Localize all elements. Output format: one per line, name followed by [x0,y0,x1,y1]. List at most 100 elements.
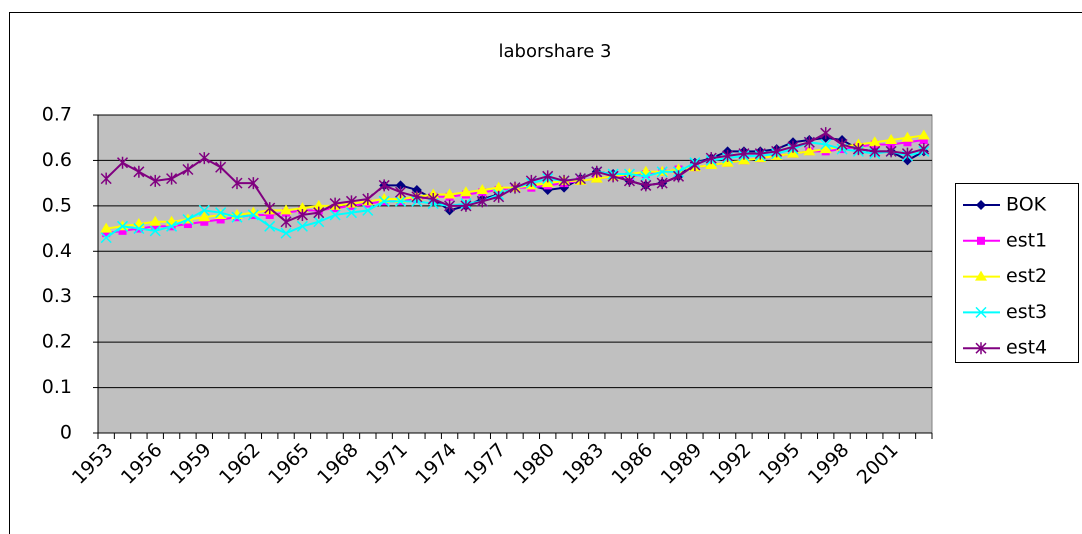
marker [329,197,341,210]
marker [394,195,407,207]
marker [133,223,145,235]
marker [102,229,111,238]
marker [820,127,832,140]
marker [787,140,799,153]
y-tick-label: 0.1 [42,376,72,398]
marker [443,188,456,199]
marker [525,174,537,187]
marker [975,270,987,281]
marker [118,226,127,235]
marker [977,236,985,245]
marker [476,183,489,194]
marker [689,158,701,171]
marker [901,147,914,160]
marker [265,210,274,219]
marker [459,186,472,197]
marker [362,204,374,216]
marker [975,306,987,318]
marker [574,172,586,185]
y-tick-label: 0.6 [42,149,72,171]
marker [216,215,225,224]
marker [901,131,914,142]
marker [151,222,160,231]
legend-label: est1 [1006,229,1047,251]
marker [149,225,161,237]
marker [149,215,162,226]
marker [607,170,619,183]
marker [803,145,816,156]
marker [869,145,881,158]
marker [247,206,260,217]
marker [215,207,227,219]
marker [280,215,292,228]
marker [476,195,488,208]
marker [919,135,928,144]
marker [427,193,439,206]
marker [280,204,293,215]
y-tick-label: 0.2 [42,331,72,353]
marker [296,208,308,221]
marker [885,145,897,158]
marker [868,136,881,147]
marker [509,181,521,194]
marker [771,145,783,158]
marker [975,342,987,355]
marker [200,217,209,226]
marker [362,193,374,206]
marker [296,220,308,232]
marker [198,204,210,216]
marker [345,207,358,219]
marker [280,227,292,239]
marker [166,172,178,185]
plot-area [97,114,933,434]
marker [394,186,407,199]
marker [623,174,636,187]
marker [149,174,161,187]
marker [215,161,227,174]
marker [836,138,848,151]
marker [640,170,652,182]
marker [903,138,912,147]
marker [819,143,832,154]
marker [558,174,570,187]
marker [672,170,685,183]
marker [493,190,505,203]
marker [198,211,211,222]
legend-label: est4 [1006,337,1047,359]
marker [182,213,194,226]
legend-label: BOK [1006,194,1047,216]
marker [852,143,864,156]
marker [411,184,422,195]
y-tick-label: 0.7 [42,104,72,126]
marker [100,232,112,244]
marker [116,156,129,169]
marker [312,199,325,210]
marker [378,195,390,207]
marker [444,199,456,212]
marker [885,133,898,144]
marker [247,177,259,190]
marker [754,147,766,160]
marker [705,152,717,165]
marker [296,202,309,213]
marker [918,143,930,156]
legend [955,183,1079,363]
marker [133,165,145,178]
marker [264,220,276,232]
y-tick-label: 0.4 [42,240,72,262]
marker [640,179,652,192]
marker [722,149,734,162]
marker [345,195,358,208]
marker [395,180,406,191]
marker [182,163,194,176]
marker [591,165,603,178]
marker [183,220,192,229]
marker [411,190,423,203]
marker [887,140,896,149]
marker [492,181,505,192]
marker [231,177,243,190]
marker [329,209,341,221]
marker [100,172,112,185]
legend-label: est2 [1006,265,1047,287]
